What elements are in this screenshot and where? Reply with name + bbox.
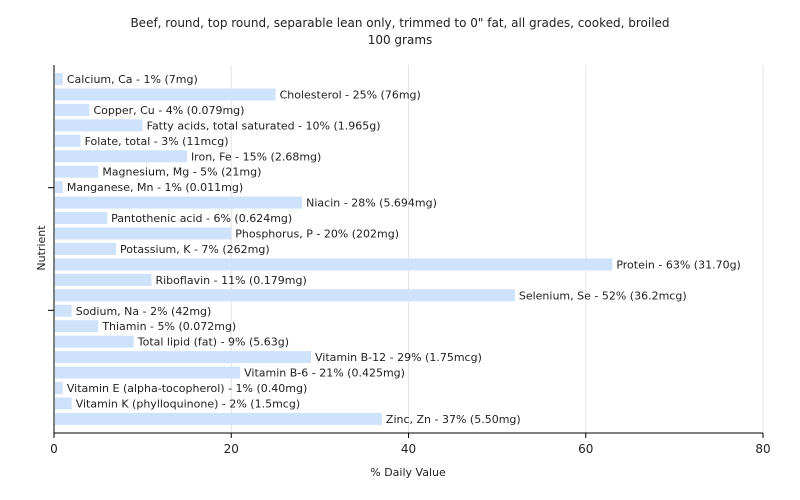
bar-label: Vitamin K (phylloquinone) - 2% (1.5mcg): [76, 397, 300, 410]
y-axis-ticks: [48, 187, 54, 311]
bar: [55, 304, 72, 317]
y-axis-label: Nutrient: [35, 225, 48, 271]
bar: [55, 196, 303, 209]
bar: [55, 227, 232, 240]
x-axis-label: % Daily Value: [370, 466, 446, 479]
bar: [55, 382, 63, 394]
bar: [55, 88, 276, 101]
bar: [55, 351, 312, 364]
bar-label: Selenium, Se - 52% (36.2mcg): [519, 289, 687, 302]
bar-label: Potassium, K - 7% (262mg): [120, 243, 270, 256]
x-tick-label: 80: [755, 442, 770, 456]
x-tick-label: 60: [578, 442, 593, 456]
bar: [55, 320, 99, 333]
bar: [55, 289, 515, 302]
chart-title: Beef, round, top round, separable lean o…: [130, 16, 669, 30]
bar: [55, 242, 117, 255]
bar-label: Sodium, Na - 2% (42mg): [76, 305, 212, 318]
bar-label: Cholesterol - 25% (76mg): [280, 88, 421, 101]
x-tick-label: 0: [50, 442, 58, 456]
bar-label: Magnesium, Mg - 5% (21mg): [102, 166, 261, 179]
bar-label: Folate, total - 3% (11mcg): [85, 135, 229, 148]
bar-label: Riboflavin - 11% (0.179mg): [155, 274, 306, 287]
bar-label: Fatty acids, total saturated - 10% (1.96…: [147, 119, 381, 132]
bar-labels: Calcium, Ca - 1% (7mg) Cholesterol - 25% …: [67, 73, 741, 426]
bar-label: Protein - 63% (31.70g): [616, 258, 741, 271]
bar: [55, 150, 187, 163]
bar: [55, 397, 72, 410]
bar-label: Niacin - 28% (5.694mg): [306, 197, 437, 210]
bar: [55, 335, 134, 348]
chart-subtitle: 100 grams: [368, 33, 433, 47]
bar-label: Calcium, Ca - 1% (7mg): [67, 73, 198, 86]
bar: [55, 119, 143, 132]
bar-label: Vitamin B-12 - 29% (1.75mcg): [315, 351, 482, 364]
bar-label: Vitamin E (alpha-tocopherol) - 1% (0.40m…: [67, 382, 307, 395]
bar: [55, 212, 108, 225]
bar-label: Vitamin B-6 - 21% (0.425mg): [244, 367, 405, 380]
bar-label: Manganese, Mn - 1% (0.011mg): [67, 181, 243, 194]
bars: [55, 73, 613, 425]
x-axis-ticks: 0 20 40 60 80: [50, 433, 771, 456]
bar: [55, 366, 241, 379]
bar: [55, 412, 382, 425]
bar-label: Copper, Cu - 4% (0.079mg): [93, 104, 244, 117]
bar: [55, 258, 613, 271]
bar-label: Zinc, Zn - 37% (5.50mg): [386, 413, 521, 426]
bar-label: Pantothenic acid - 6% (0.624mg): [111, 212, 292, 225]
x-tick-label: 40: [401, 442, 416, 456]
bar-label: Thiamin - 5% (0.072mg): [101, 320, 236, 333]
bar: [55, 73, 63, 85]
x-tick-label: 20: [224, 442, 239, 456]
bar: [55, 165, 99, 178]
bar: [55, 273, 152, 286]
bar-label: Phosphorus, P - 20% (202mg): [235, 228, 399, 241]
bar: [55, 134, 81, 147]
bar: [55, 103, 90, 116]
bar: [55, 181, 63, 194]
bar-label: Iron, Fe - 15% (2.68mg): [191, 150, 321, 163]
bar-label: Total lipid (fat) - 9% (5.63g): [137, 336, 289, 349]
